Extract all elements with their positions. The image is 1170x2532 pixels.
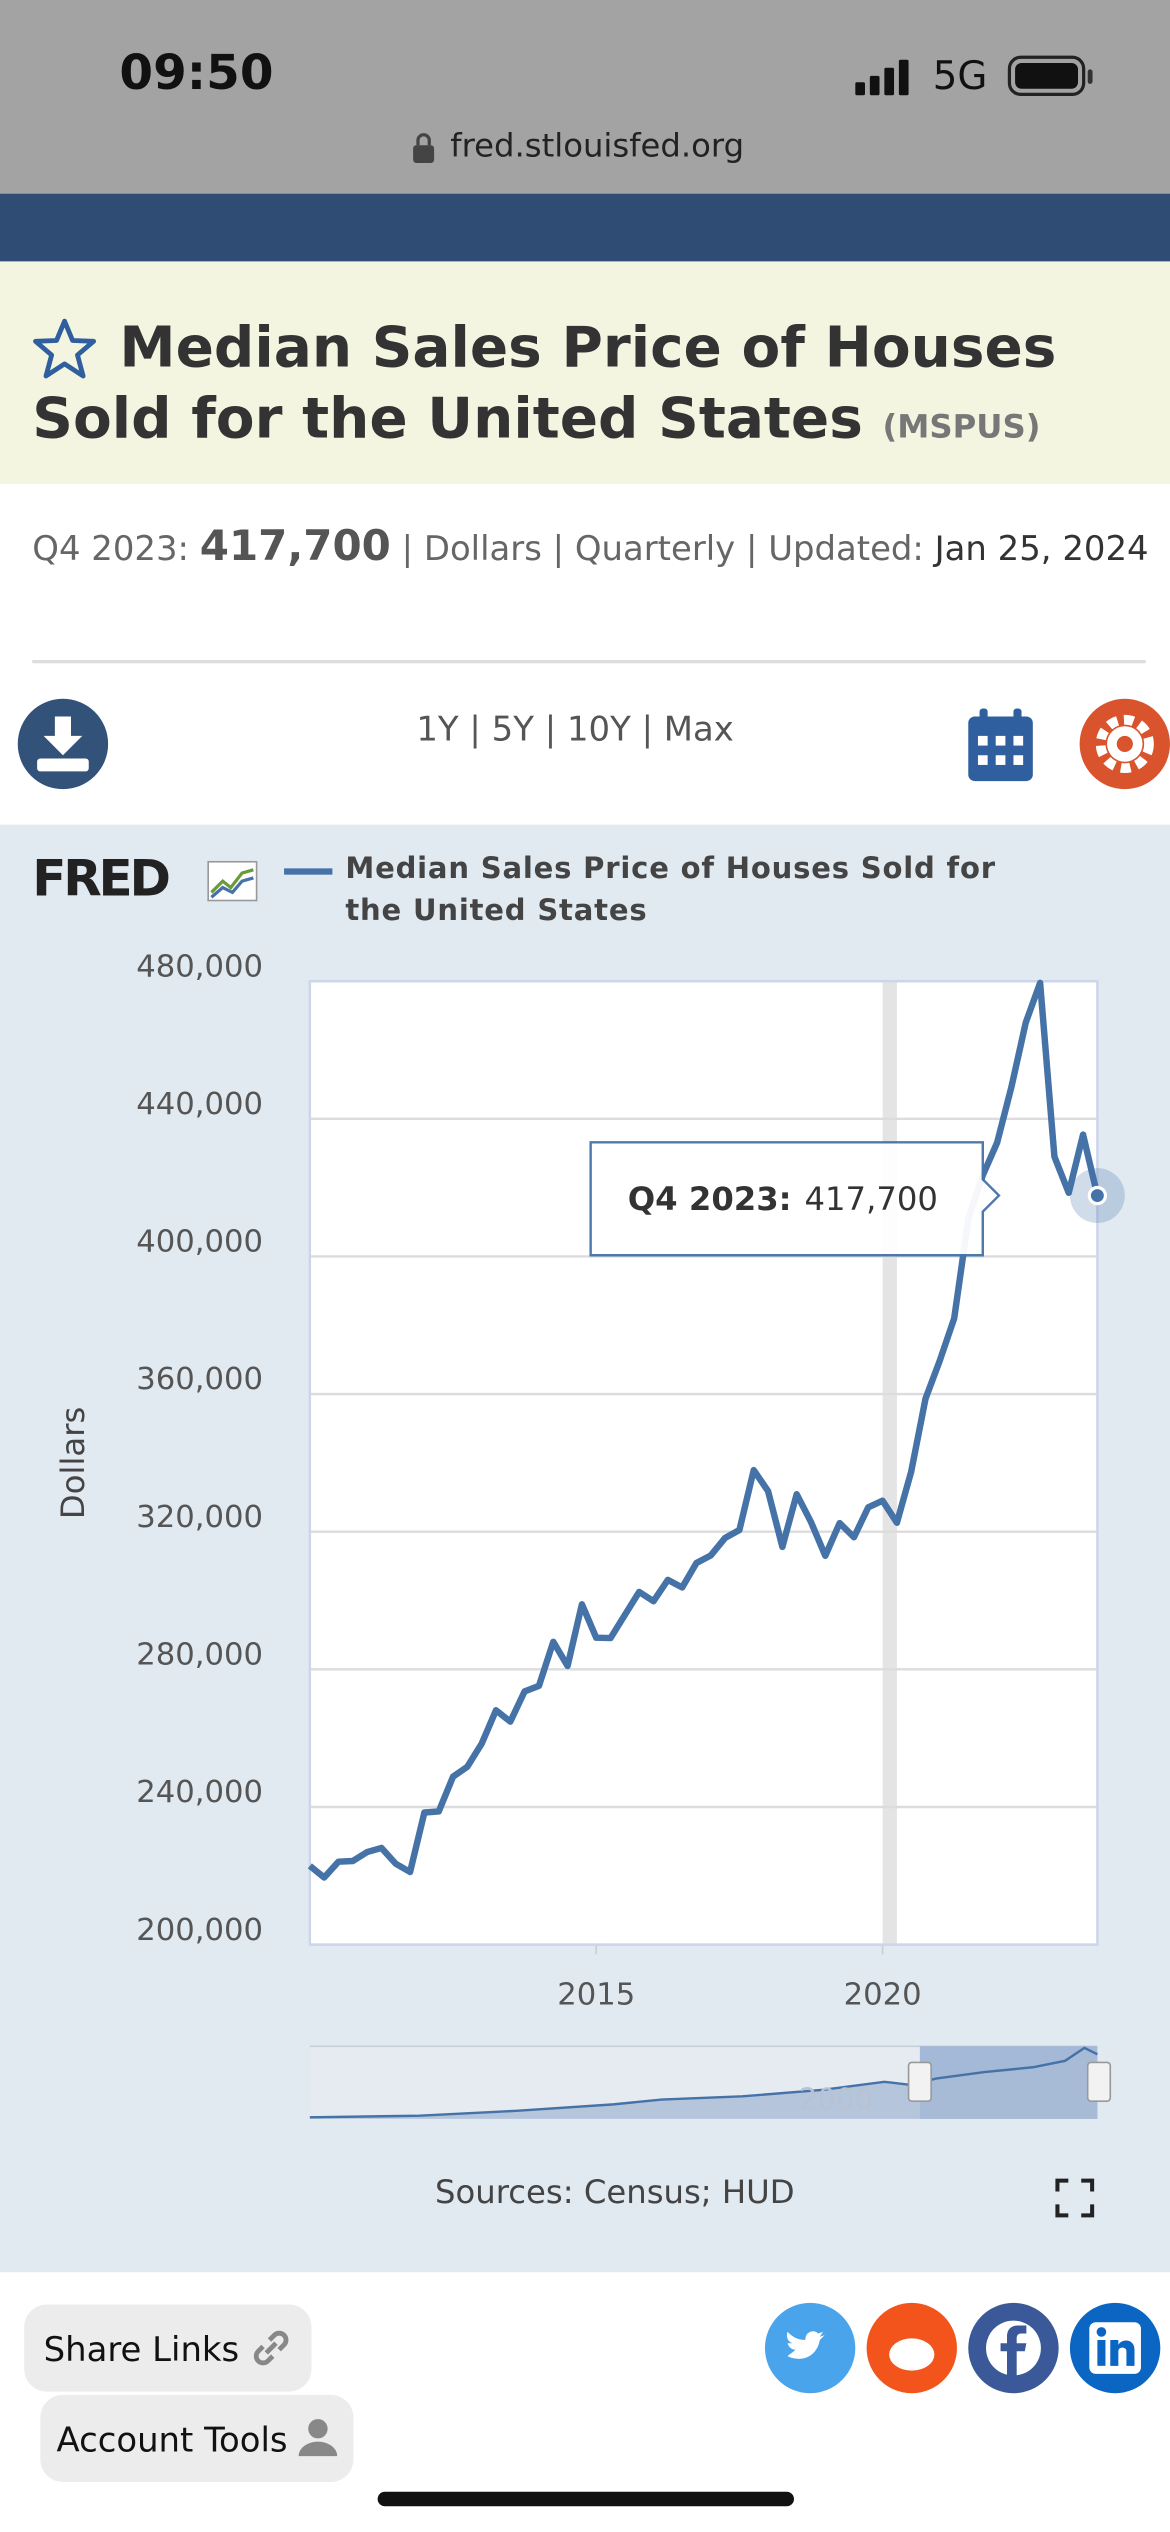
account-tools[interactable]: Account Tools <box>40 2394 354 2483</box>
y-axis-label: Dollars <box>54 1407 92 1519</box>
tooltip: Q4 2023: 417,700 <box>628 1180 938 1218</box>
tooltip-value: 417,700 <box>805 1180 938 1218</box>
range-button[interactable]: 1Y <box>416 710 459 749</box>
legend-swatch <box>284 868 333 875</box>
latest-value: 417,700 <box>199 522 391 572</box>
range-separator: | <box>641 710 654 749</box>
details: | Dollars | Quarterly | Updated: <box>401 529 924 569</box>
navigator-line <box>309 2046 1098 2119</box>
fullscreen-button[interactable] <box>1055 2178 1095 2218</box>
navigator-area <box>309 2047 1098 2119</box>
plot-area <box>309 981 1098 1945</box>
navigator-handle[interactable] <box>907 2061 932 2102</box>
period: Q4 2023: <box>32 529 189 569</box>
series-id: (MSPUS) <box>882 406 1041 446</box>
home-indicator <box>377 2491 794 2507</box>
y-tick-label: 320,000 <box>136 1500 263 1535</box>
linkedin-glyph <box>1110 2339 1135 2366</box>
y-tick-label: 480,000 <box>136 949 263 984</box>
tooltip-box <box>589 1141 1001 1257</box>
summary: Q4 2023: 417,700 | Dollars | Quarterly |… <box>32 520 1154 578</box>
y-tick-label: 240,000 <box>136 1775 263 1810</box>
linkedin-glyph <box>1096 2327 1107 2337</box>
fred-logo: FRED <box>32 850 171 909</box>
title-text: Median Sales Price of Houses Sold for th… <box>32 316 1057 452</box>
x-tick-label: 2015 <box>557 1977 635 2012</box>
favorite-star[interactable] <box>32 316 97 381</box>
y-tick-label: 360,000 <box>136 1362 263 1397</box>
browser-bar <box>0 0 1170 194</box>
y-tick-label: 280,000 <box>136 1638 263 1673</box>
signal-icon <box>855 59 909 96</box>
linkedin-glyph <box>1097 2339 1106 2366</box>
user-icon <box>298 2419 338 2457</box>
link-icon <box>253 2330 289 2366</box>
tooltip-label: Q4 2023: <box>628 1180 792 1218</box>
battery-icon <box>1007 55 1093 97</box>
x-tick-label: 2020 <box>844 1977 922 2012</box>
twitter-icon <box>786 2331 825 2359</box>
lock-icon <box>413 133 435 163</box>
range-button[interactable]: 5Y <box>491 710 534 749</box>
y-tick-label: 440,000 <box>136 1087 263 1122</box>
share-links[interactable]: Share Links <box>24 2304 312 2392</box>
range-button[interactable]: 10Y <box>566 710 631 749</box>
recession-band <box>882 981 897 1945</box>
plot-border <box>308 979 1099 1946</box>
clock: 09:50 <box>119 45 274 102</box>
social-buttons <box>764 2302 1161 2394</box>
share-links-label: Share Links <box>43 2330 240 2370</box>
calendar-button[interactable] <box>965 707 1036 784</box>
reddit-icon <box>889 2338 935 2371</box>
logo-graph <box>207 860 258 902</box>
network: 5G <box>932 53 988 99</box>
range-button[interactable]: Max <box>663 710 734 749</box>
y-tick-label: 400,000 <box>136 1225 263 1260</box>
divider <box>32 660 1146 664</box>
y-tick-label: 200,000 <box>136 1913 263 1948</box>
navigator-handle[interactable] <box>1086 2061 1112 2102</box>
chart-section: FRED Median Sales Price of Houses Sold f… <box>0 824 1170 2273</box>
legend-label: Median Sales Price of Houses Sold for th… <box>345 852 996 928</box>
range-separator: | <box>544 710 557 749</box>
settings-button[interactable] <box>1078 697 1170 791</box>
sources: Sources: Census; HUD <box>435 2172 795 2211</box>
range-selector: 1Y | 5Y | 10Y | Max <box>416 710 734 749</box>
range-separator: | <box>469 710 481 749</box>
navigator-label: 2000 <box>799 2082 873 2116</box>
url[interactable]: fred.stlouisfed.org <box>450 125 745 165</box>
hover-point <box>1087 1185 1108 1206</box>
facebook-f <box>1000 2325 1027 2378</box>
account-tools-label: Account Tools <box>56 2420 288 2460</box>
updated-date: Jan 25, 2024 <box>934 529 1149 569</box>
site-header <box>0 193 1170 262</box>
page-title: Median Sales Price of Houses Sold for th… <box>32 313 1146 461</box>
title-area <box>0 261 1170 485</box>
download-button[interactable] <box>16 697 110 791</box>
chart: 200,000 240,000 280,000 320,000 360,000 400,0… <box>54 949 1125 2119</box>
